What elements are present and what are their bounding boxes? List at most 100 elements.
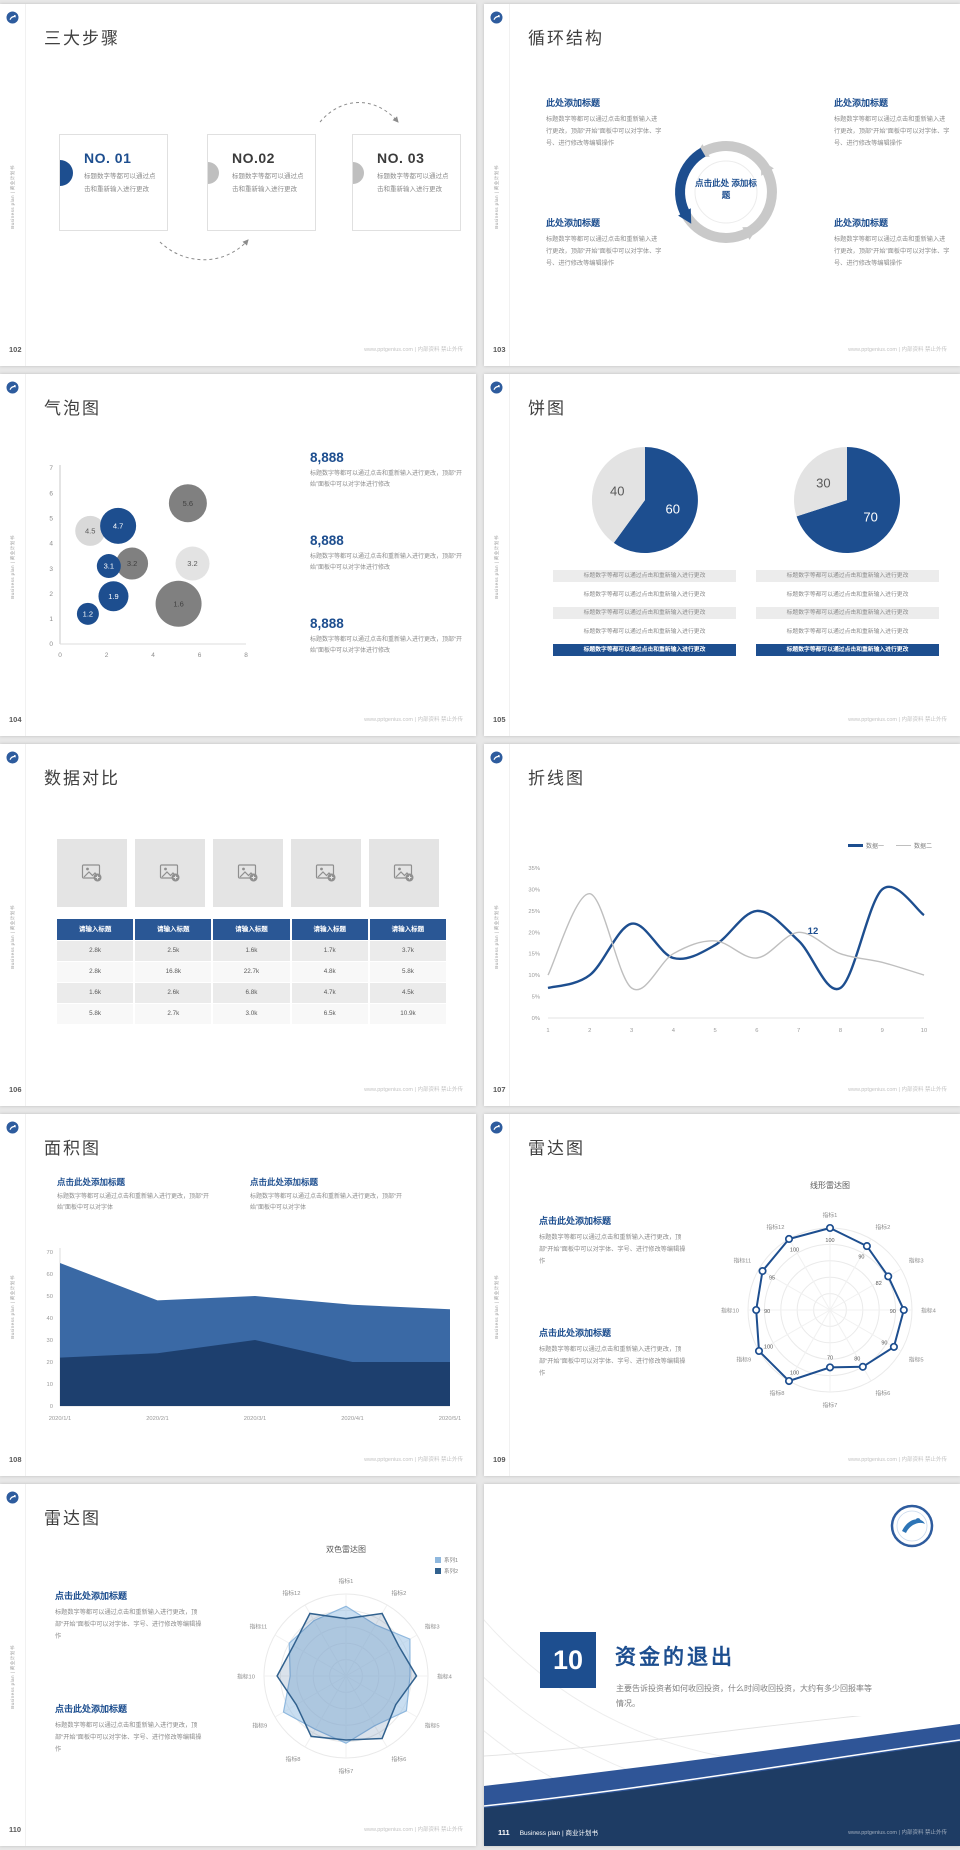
image-placeholder-icon: [315, 864, 336, 882]
svg-text:4: 4: [151, 652, 155, 659]
svg-text:100: 100: [790, 1370, 799, 1376]
page-title: 数据对比: [44, 769, 120, 788]
step-body: 标题数字等都可以通过点击和重新输入进行更改: [84, 173, 156, 193]
page-number: 105: [493, 715, 506, 724]
cycle-center-label: 点击此处 添加标题: [695, 178, 757, 201]
line-chart-legend: 数据一 数据二: [847, 841, 932, 850]
pie-caption-row: 标题数字等都可以通过点击和重新输入进行更改: [553, 644, 736, 656]
image-placeholder-icon: [237, 864, 258, 882]
stat-value: 8,888: [310, 616, 344, 631]
slide-106-table[interactable]: Business plan | 商业计划书 数据对比 请输入标题 请输入标题 请输入…: [0, 744, 476, 1106]
svg-text:30: 30: [816, 475, 830, 490]
table-cell: 4.5k: [369, 983, 447, 1003]
radar-chart-duo: 指标1 指标2 指标3 指标4 指标5 指标6 指标7 指标8 指标9 指标10 指标11 指标12: [228, 1560, 464, 1803]
legend-item-series1: 数据一: [847, 841, 884, 850]
svg-text:82: 82: [876, 1281, 882, 1287]
svg-text:指标12: 指标12: [766, 1223, 784, 1231]
svg-text:2: 2: [588, 1028, 591, 1034]
slide-108-area[interactable]: Business plan | 商业计划书 面积图 点击此处添加标题 标题数字等…: [0, 1114, 476, 1476]
svg-text:指标4: 指标4: [437, 1673, 453, 1681]
table-row: 2.8k 2.5k 1.6k 1.7k 3.7k: [57, 941, 447, 961]
legend-square-swatch: [434, 1557, 441, 1563]
table-cell: 3.0k: [213, 1004, 290, 1024]
svg-text:2020/4/1: 2020/4/1: [341, 1416, 364, 1422]
svg-text:指标8: 指标8: [286, 1755, 301, 1763]
block-heading: 点击此处添加标题: [539, 1216, 612, 1226]
slide-103-cycle[interactable]: Business plan | 商业计划书 循环结构 此处添加标题 标题数字等都…: [484, 4, 960, 366]
slide-sidebar: Business plan | 商业计划书: [0, 4, 26, 366]
table-row: 请输入标题 请输入标题 请输入标题 请输入标题 请输入标题: [57, 919, 447, 940]
block-body: 标题数字等都可以通过点击和重新输入进行更改，顶部“开始”面板中可以对字体、字号、…: [546, 236, 662, 268]
line-chart: 0% 5% 10% 15% 20% 25% 30% 35% 1 2 3 4 5 6 7 8 9 10 12: [520, 860, 934, 1049]
svg-text:4: 4: [49, 541, 53, 548]
svg-text:指标10: 指标10: [237, 1673, 255, 1681]
svg-text:100: 100: [790, 1248, 799, 1254]
radar-chart-line: 指标1 指标2 指标3 指标4 指标5 指标6 指标7 指标8 指标9 指标10 指标11 指标12 1…: [712, 1194, 948, 1437]
data-table: 请输入标题 请输入标题 请输入标题 请输入标题 请输入标题 2.8k 2.5k 1.6k 1.7…: [57, 919, 447, 1025]
pie-chart-left: 60 40: [590, 445, 700, 560]
footer-site-text: www.pptgenius.com | 内部资料 禁止外传: [364, 1087, 463, 1093]
sidebar-brand-text: Business plan | 商业计划书: [494, 905, 499, 969]
slide-105-pie[interactable]: Business plan | 商业计划书 饼图 60 40 70 30 标题数字等…: [484, 374, 960, 736]
svg-text:5.6: 5.6: [183, 499, 193, 508]
svg-text:指标8: 指标8: [770, 1389, 785, 1397]
table-cell: 2.6k: [135, 983, 212, 1003]
sidebar-brand-text: Business plan | 商业计划书: [10, 535, 15, 599]
block-body: 标题数字等都可以通过点击和重新输入进行更改，顶部“开始”面板中可以对字体、字号、…: [55, 1722, 202, 1754]
step-body: 标题数字等都可以通过点击和重新输入进行更改: [232, 173, 304, 193]
image-placeholder: [135, 839, 205, 907]
slide-109-radar-line[interactable]: Business plan | 商业计划书 雷达图 点击此处添加标题 标题数字等…: [484, 1114, 960, 1476]
table-cell: 5.8k: [369, 962, 447, 982]
section-number: 10: [540, 1632, 596, 1688]
table-cell: 16.8k: [135, 962, 212, 982]
legend-item-series2: 数据二: [895, 841, 932, 850]
image-placeholder: [213, 839, 283, 907]
footer-site-text: www.pptgenius.com | 内部资料 禁止外传: [848, 347, 947, 353]
slide-111-section-cover[interactable]: 10 资金的退出 主要告诉投资者如何收回投资，什么时间收回投资，大约有多少回报率…: [484, 1484, 960, 1846]
slide-107-line[interactable]: Business plan | 商业计划书 折线图 数据一 数据二 0% 5% 10…: [484, 744, 960, 1106]
page-number: 104: [9, 715, 22, 724]
svg-text:6: 6: [49, 490, 53, 497]
block-body: 标题数字等都可以通过点击和重新输入进行更改，顶部“开始”面板中可以对字体: [250, 1194, 402, 1212]
brand-logo-icon: [6, 1491, 19, 1509]
step-number: NO.02: [232, 150, 275, 166]
pie-caption-row: 标题数字等都可以通过点击和重新输入进行更改: [583, 628, 706, 635]
svg-text:4.7: 4.7: [113, 521, 123, 530]
brand-logo-icon: [490, 751, 503, 769]
table-row: 1.6k 2.6k 6.8k 4.7k 4.5k: [57, 983, 447, 1003]
table-cell: 请输入标题: [57, 919, 134, 940]
page-title: 面积图: [44, 1139, 101, 1158]
pie-caption-row: 标题数字等都可以通过点击和重新输入进行更改: [583, 591, 706, 598]
slide-110-radar-duo[interactable]: Business plan | 商业计划书 雷达图 点击此处添加标题 标题数字等…: [0, 1484, 476, 1846]
block-heading: 此处添加标题: [546, 218, 601, 228]
svg-text:10%: 10%: [528, 973, 540, 979]
cycle-arrows-diagram: [666, 132, 786, 252]
svg-text:90: 90: [890, 1309, 896, 1315]
table-cell: 4.7k: [291, 983, 368, 1003]
svg-text:7: 7: [797, 1028, 800, 1034]
table-cell: 4.8k: [291, 962, 368, 982]
block-body: 标题数字等都可以通过点击和重新输入进行更改，顶部“开始”面板中可以对字体、字号、…: [546, 116, 662, 148]
pie-caption-list-right: 标题数字等都可以通过点击和重新输入进行更改 标题数字等都可以通过点击和重新输入进行…: [756, 570, 939, 663]
slide-sidebar: Business plan | 商业计划书: [0, 744, 26, 1106]
step-number: NO. 03: [377, 150, 425, 166]
footer-site-text: www.pptgenius.com | 内部资料 禁止外传: [364, 1457, 463, 1463]
table-cell: 2.8k: [57, 941, 134, 961]
table-cell: 5.8k: [57, 1004, 134, 1024]
step-card-1: NO. 01 标题数字等都可以通过点击和重新输入进行更改: [59, 134, 168, 231]
block-heading: 此处添加标题: [834, 98, 889, 108]
table-cell: 2.7k: [135, 1004, 212, 1024]
area-chart: 0 10 20 30 40 50 60 70 2020/1/1 2020/2/1 2020/3/1 2…: [30, 1242, 464, 1437]
page-number: 111: [498, 1828, 510, 1837]
svg-text:2020/5/1: 2020/5/1: [439, 1416, 462, 1422]
svg-text:指标6: 指标6: [392, 1755, 407, 1763]
page-title: 循环结构: [528, 29, 604, 48]
svg-text:3: 3: [630, 1028, 633, 1034]
slide-104-bubble[interactable]: Business plan | 商业计划书 气泡图 0 1 2 3 4 5 6 7 0 2 4 6 8 4…: [0, 374, 476, 736]
svg-text:25%: 25%: [528, 909, 540, 915]
block-body: 标题数字等都可以通过点击和重新输入进行更改，顶部“开始”面板中可以对字体、字号、…: [55, 1609, 202, 1641]
svg-text:1.9: 1.9: [108, 592, 118, 601]
page-title: 三大步骤: [44, 29, 120, 48]
svg-text:5: 5: [713, 1028, 716, 1034]
slide-102-steps[interactable]: Business plan | 商业计划书 三大步骤 NO. 01 标题数字等都…: [0, 4, 476, 366]
